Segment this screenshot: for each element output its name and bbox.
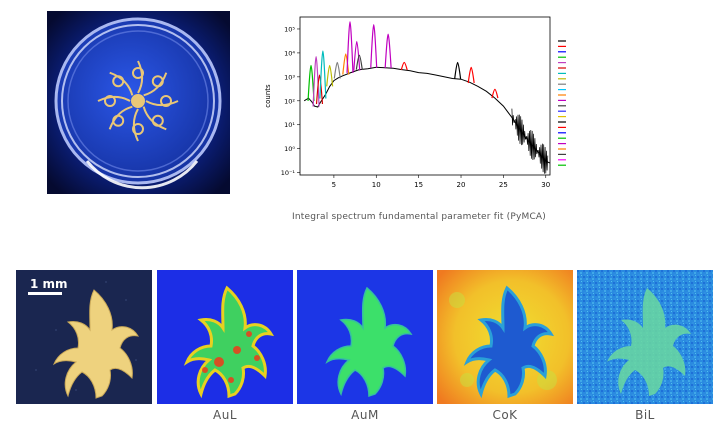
y-tick-label: 10³ [284, 73, 295, 81]
ornament-arm [108, 105, 133, 130]
data-line [303, 66, 550, 164]
aum-map [297, 270, 433, 404]
spectrum-peak [491, 88, 499, 99]
spectrum-peak [384, 33, 392, 68]
legend-label: Ti K [567, 77, 568, 83]
map-label-aum: AuM [351, 408, 379, 422]
ornament-arm [132, 108, 139, 142]
spectrum-peak [355, 54, 363, 70]
optical-map: 1 mm [16, 270, 152, 404]
noisy-tail [511, 108, 549, 174]
ornament-arm [142, 106, 167, 131]
chart-caption: Integral spectrum fundamental parameter … [292, 212, 546, 222]
y-tick-label: 10⁴ [284, 49, 295, 57]
ornament-loop [132, 123, 144, 135]
spectrum-peak [370, 24, 378, 68]
spectrum-peak [454, 61, 462, 79]
sample-photo [47, 11, 230, 194]
ornament-loop [112, 75, 125, 88]
map-label-aul: AuL [213, 408, 237, 422]
y-tick-label: 10⁻¹ [281, 169, 296, 177]
y-tick-label: 10⁵ [284, 25, 295, 33]
y-tick-label: 10² [284, 97, 295, 105]
x-tick-label: 30 [541, 181, 550, 189]
ornament-arm [109, 71, 134, 96]
spectrum-peak [400, 61, 408, 71]
spectrum-peak [315, 74, 324, 105]
map-label-bil: BiL [635, 408, 655, 422]
x-tick-label: 15 [414, 181, 423, 189]
ornament-loop [160, 95, 172, 107]
gold-ornament [97, 60, 179, 142]
ornament-center [131, 94, 145, 108]
bil-map [577, 270, 713, 404]
spectrum-chart: 5101520253010⁻¹10⁰10¹10²10³10⁴10⁵countsd… [258, 11, 584, 191]
x-tick-label: 25 [499, 181, 508, 189]
ornament-arm [145, 100, 179, 107]
aul-map [157, 270, 293, 404]
scale-bar [28, 292, 62, 295]
y-tick-label: 10⁰ [284, 145, 295, 153]
ornament-loop [151, 114, 164, 127]
x-tick-label: 20 [457, 181, 466, 189]
ornament-loop [104, 95, 116, 107]
ornament-loop [132, 67, 144, 79]
x-tick-label: 10 [372, 181, 381, 189]
spectrum-peak [319, 50, 327, 99]
ornament-arm [137, 60, 144, 94]
spectrum-peak [326, 64, 334, 87]
spectrum-peak [307, 64, 315, 101]
y-tick-label: 10¹ [284, 121, 295, 129]
ornament-loop [151, 75, 164, 88]
map-label-cok: CoK [492, 408, 518, 422]
ornament-loop [112, 114, 125, 127]
ornament-arm [97, 95, 131, 102]
cok-map [437, 270, 573, 404]
spectrum-peak [467, 66, 475, 84]
ornament-arm [143, 72, 168, 97]
spectrum-peak [346, 21, 354, 73]
x-tick-label: 5 [332, 181, 336, 189]
spectrum-peak [333, 61, 341, 79]
y-axis-label: counts [264, 84, 272, 108]
plot-area [299, 16, 551, 176]
scale-bar-label: 1 mm [30, 277, 68, 291]
